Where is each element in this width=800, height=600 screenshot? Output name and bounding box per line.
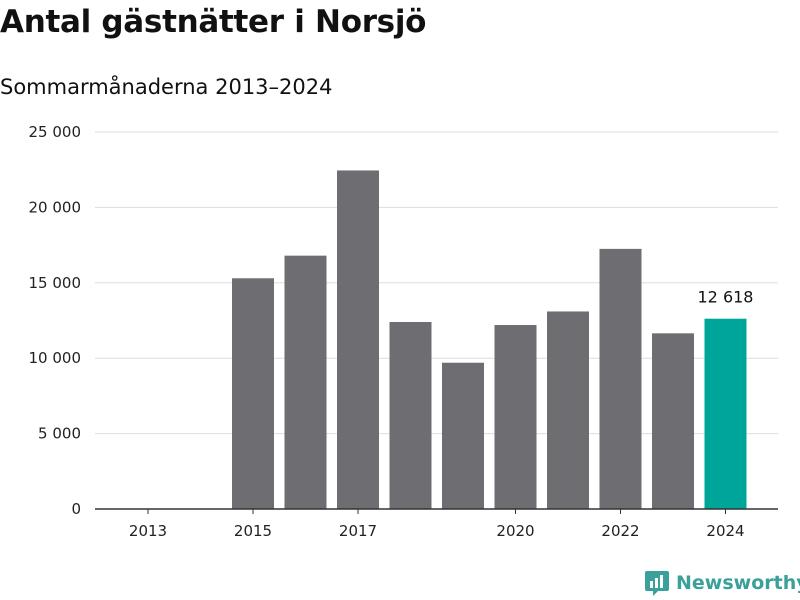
x-tick-label: 2020 [496, 522, 534, 540]
y-tick-label: 10 000 [29, 349, 82, 367]
bar-2016 [284, 255, 327, 509]
bar-2023 [652, 333, 694, 509]
bar-2015 [232, 278, 274, 509]
x-tick-label: 2024 [706, 522, 744, 540]
data-label: 12 618 [698, 288, 754, 307]
bar-2019 [442, 362, 484, 509]
y-tick-label: 15 000 [29, 274, 82, 292]
bar-2017 [337, 170, 379, 510]
newsworthy-logo-icon [645, 571, 669, 596]
chart-title: Antal gästnätter i Norsjö [0, 4, 427, 40]
chart-subtitle: Sommarmånaderna 2013–2024 [0, 75, 333, 99]
brand-logo: Newsworthy [644, 569, 800, 597]
x-tick-label: 2015 [234, 522, 272, 540]
bar-2022 [599, 248, 642, 509]
bar-2020 [494, 325, 537, 509]
bar-2018 [389, 322, 432, 509]
x-tick-label: 2022 [601, 522, 639, 540]
brand-name: Newsworthy [676, 572, 800, 594]
y-tick-label: 5 000 [38, 425, 81, 443]
bar-2021 [547, 311, 589, 509]
y-tick-label: 25 000 [29, 123, 82, 141]
y-tick-label: 20 000 [29, 198, 82, 216]
x-tick-label: 2013 [129, 522, 167, 540]
x-tick-label: 2017 [339, 522, 377, 540]
y-tick-label: 0 [71, 500, 81, 518]
bar-2024 [704, 318, 747, 509]
